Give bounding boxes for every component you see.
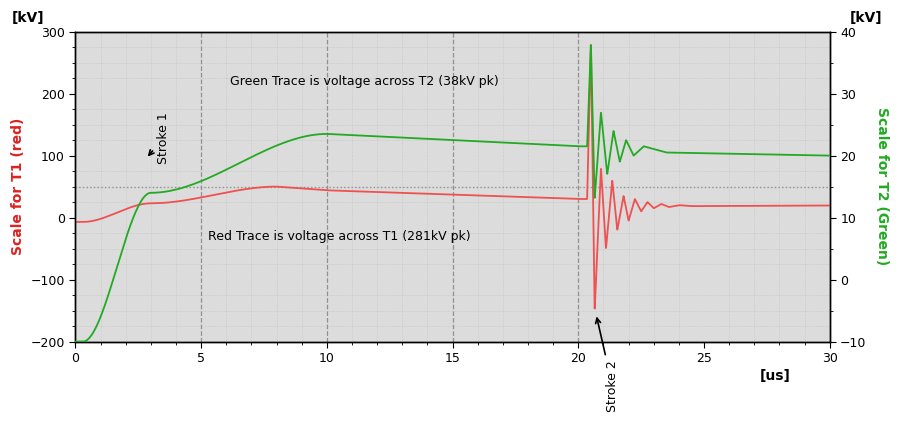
- Text: Green Trace is voltage across T2 (38kV pk): Green Trace is voltage across T2 (38kV p…: [230, 75, 499, 88]
- Text: [us]: [us]: [760, 369, 790, 383]
- Y-axis label: Scale for T1 (red): Scale for T1 (red): [11, 118, 25, 255]
- Text: [kV]: [kV]: [12, 11, 44, 25]
- Text: Stroke 2: Stroke 2: [596, 318, 619, 412]
- Y-axis label: Scale for T2 (Green): Scale for T2 (Green): [875, 107, 889, 266]
- Text: Red Trace is voltage across T1 (281kV pk): Red Trace is voltage across T1 (281kV pk…: [208, 230, 471, 243]
- Text: [kV]: [kV]: [850, 11, 883, 25]
- Text: Stroke 1: Stroke 1: [148, 112, 170, 164]
